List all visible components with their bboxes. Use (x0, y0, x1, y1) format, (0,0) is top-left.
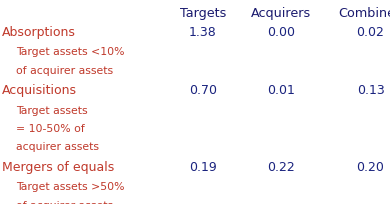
Text: 0.02: 0.02 (356, 26, 385, 38)
Text: Target assets >50%: Target assets >50% (16, 182, 124, 192)
Text: Absorptions: Absorptions (2, 26, 76, 38)
Text: 0.01: 0.01 (267, 84, 295, 96)
Text: 0.20: 0.20 (356, 160, 385, 173)
Text: Combined: Combined (338, 7, 390, 20)
Text: 0.19: 0.19 (189, 160, 217, 173)
Text: 0.70: 0.70 (189, 84, 217, 96)
Text: = 10-50% of: = 10-50% of (16, 123, 84, 133)
Text: of acquirer assets: of acquirer assets (16, 65, 113, 75)
Text: 0.22: 0.22 (267, 160, 295, 173)
Text: Mergers of equals: Mergers of equals (2, 160, 114, 173)
Text: Target assets <10%: Target assets <10% (16, 47, 124, 57)
Text: of acquirer assets: of acquirer assets (16, 200, 113, 204)
Text: Targets: Targets (180, 7, 226, 20)
Text: acquirer assets: acquirer assets (16, 142, 99, 152)
Text: 0.13: 0.13 (356, 84, 385, 96)
Text: 1.38: 1.38 (189, 26, 217, 38)
Text: 0.00: 0.00 (267, 26, 295, 38)
Text: Acquisitions: Acquisitions (2, 84, 77, 96)
Text: Target assets: Target assets (16, 105, 87, 115)
Text: Acquirers: Acquirers (251, 7, 311, 20)
